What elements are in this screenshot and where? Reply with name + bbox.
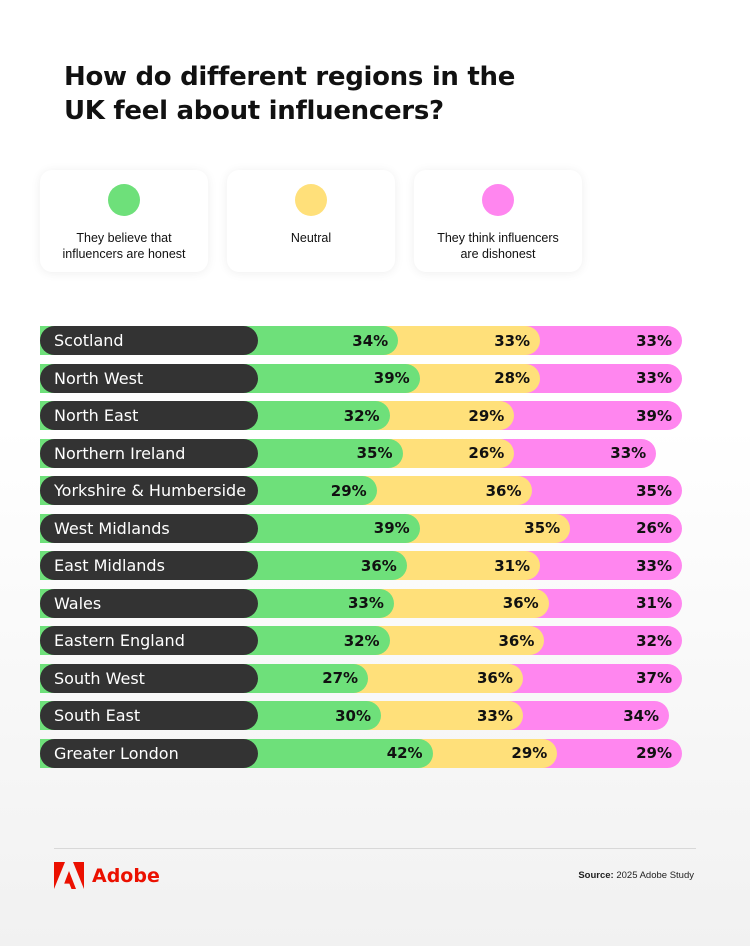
region-label: North West [40, 363, 258, 393]
data-label: 35% [356, 444, 393, 462]
data-label: 33% [347, 594, 384, 612]
bar-row: 39% 35% 26% West Midlands [40, 513, 704, 543]
data-label: 33% [494, 331, 531, 350]
data-label: 42% [386, 744, 423, 762]
source-note: Source: 2025 Adobe Study [578, 870, 694, 881]
data-label: 29% [468, 406, 505, 425]
data-label: 36% [476, 669, 513, 687]
data-label: 34% [352, 331, 389, 350]
region-label: Wales [40, 588, 258, 618]
bar-row: 35% 26% 33% Northern Ireland [40, 438, 704, 468]
legend-label-honest: They believe that influencers are honest [62, 231, 186, 261]
data-label: 33% [636, 331, 672, 350]
data-label: 27% [322, 669, 359, 687]
data-label: 34% [623, 706, 660, 725]
legend-dot-dishonest [482, 184, 514, 216]
footer-divider [54, 848, 696, 849]
bar-row: 32% 29% 39% North East [40, 401, 704, 430]
region-label: West Midlands [40, 513, 258, 543]
data-label: 26% [468, 444, 505, 462]
chart-title: How do different regions in the UK feel … [64, 62, 516, 126]
data-label: 28% [494, 369, 531, 387]
region-label: Scotland [40, 326, 258, 355]
data-label: 29% [511, 744, 548, 762]
data-label: 36% [502, 594, 539, 612]
data-label: 39% [373, 519, 410, 537]
legend: They believe that influencers are honest… [40, 170, 582, 272]
data-label: 36% [485, 481, 522, 500]
region-label: Greater London [40, 738, 258, 768]
data-label: 32% [343, 406, 380, 425]
bar-row: 34% 33% 33% Scotland [40, 326, 704, 355]
data-label: 35% [636, 481, 672, 500]
legend-dot-neutral [295, 184, 327, 216]
data-label: 39% [373, 369, 410, 387]
bar-row: 29% 36% 35% Yorkshire & Humberside [40, 476, 704, 505]
data-label: 36% [360, 556, 397, 575]
source-text: 2025 Adobe Study [616, 870, 694, 881]
adobe-logo: Adobe [54, 862, 160, 889]
data-label: 29% [330, 481, 367, 500]
data-label: 30% [335, 706, 371, 725]
data-label: 32% [636, 631, 672, 650]
data-label: 32% [343, 631, 380, 650]
bar-row: 30% 33% 34% South East [40, 701, 704, 730]
region-label: East Midlands [40, 551, 258, 580]
legend-label-neutral: Neutral [290, 231, 332, 245]
bar-row: 39% 28% 33% North West [40, 363, 704, 393]
region-label: Northern Ireland [40, 438, 258, 468]
bar-row: 36% 31% 33% East Midlands [40, 551, 704, 580]
adobe-wordmark: Adobe [92, 864, 160, 887]
data-label: 35% [524, 519, 561, 537]
adobe-logo-icon [54, 862, 84, 889]
legend-card-dishonest: They think influencers are dishonest [414, 170, 582, 272]
data-label: 29% [636, 744, 672, 762]
data-label: 31% [636, 594, 672, 612]
region-label: South West [40, 663, 258, 693]
data-label: 33% [636, 369, 672, 387]
data-label: 33% [636, 556, 672, 575]
data-label: 39% [636, 406, 672, 425]
legend-label-dishonest: They think influencers are dishonest [437, 231, 559, 261]
bar-row: 27% 36% 37% South West [40, 663, 704, 693]
region-label: North East [40, 401, 258, 430]
legend-dot-honest [108, 184, 140, 216]
bar-row: 33% 36% 31% Wales [40, 588, 704, 618]
bar-row: 42% 29% 29% Greater London [40, 738, 704, 768]
source-label: Source: [578, 870, 614, 881]
data-label: 33% [610, 444, 647, 462]
legend-card-honest: They believe that influencers are honest [40, 170, 208, 272]
data-label: 36% [498, 631, 535, 650]
data-label: 33% [476, 706, 513, 725]
legend-card-neutral: Neutral [227, 170, 395, 272]
region-label: Yorkshire & Humberside [40, 476, 258, 505]
data-label: 37% [636, 669, 672, 687]
region-label: South East [40, 701, 258, 730]
data-label: 26% [636, 519, 672, 537]
region-label: Eastern England [40, 626, 258, 655]
bar-row: 32% 36% 32% Eastern England [40, 626, 704, 655]
data-label: 31% [494, 556, 531, 575]
stacked-bar-chart: 34% 33% 33% Scotland 39% 28% 33% North West 32% 2… [40, 326, 704, 776]
